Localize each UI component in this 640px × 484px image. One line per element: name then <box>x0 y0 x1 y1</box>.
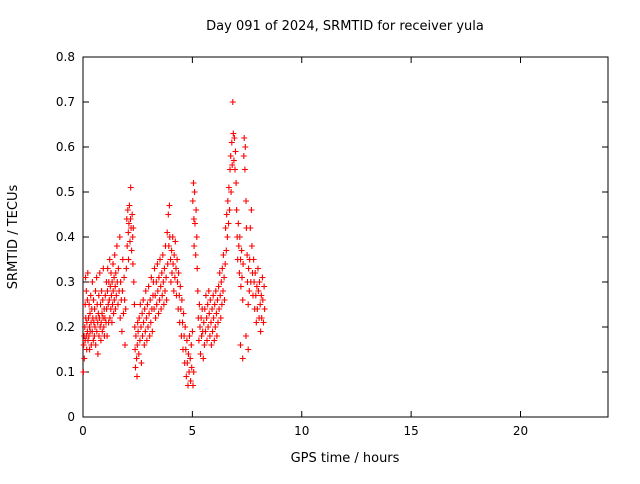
y-tick-label: 0.6 <box>56 140 75 154</box>
y-tick-label: 0.5 <box>56 185 75 199</box>
x-tick-label: 20 <box>513 424 528 438</box>
x-tick-label: 5 <box>189 424 197 438</box>
y-tick-label: 0.7 <box>56 95 75 109</box>
y-tick-label: 0.4 <box>56 230 75 244</box>
y-tick-label: 0.1 <box>56 365 75 379</box>
data-markers <box>80 99 268 389</box>
x-tick-label: 0 <box>79 424 87 438</box>
y-axis-label: SRMTID / TECUs <box>6 185 21 290</box>
y-tick-label: 0 <box>67 410 75 424</box>
chart-title: Day 091 of 2024, SRMTID for receiver yul… <box>206 19 484 34</box>
series-srmtid-markers <box>80 99 268 389</box>
y-tick-label: 0.8 <box>56 50 75 64</box>
tick-labels: 0 5 10 15 20 0 0.1 0.2 0.3 0.4 0.5 0.6 0.7 0.8 <box>56 50 528 438</box>
y-tick-label: 0.2 <box>56 320 75 334</box>
x-tick-label: 15 <box>403 424 418 438</box>
x-axis-label: GPS time / hours <box>291 451 400 466</box>
x-tick-label: 10 <box>294 424 309 438</box>
y-tick-label: 0.3 <box>56 275 75 289</box>
